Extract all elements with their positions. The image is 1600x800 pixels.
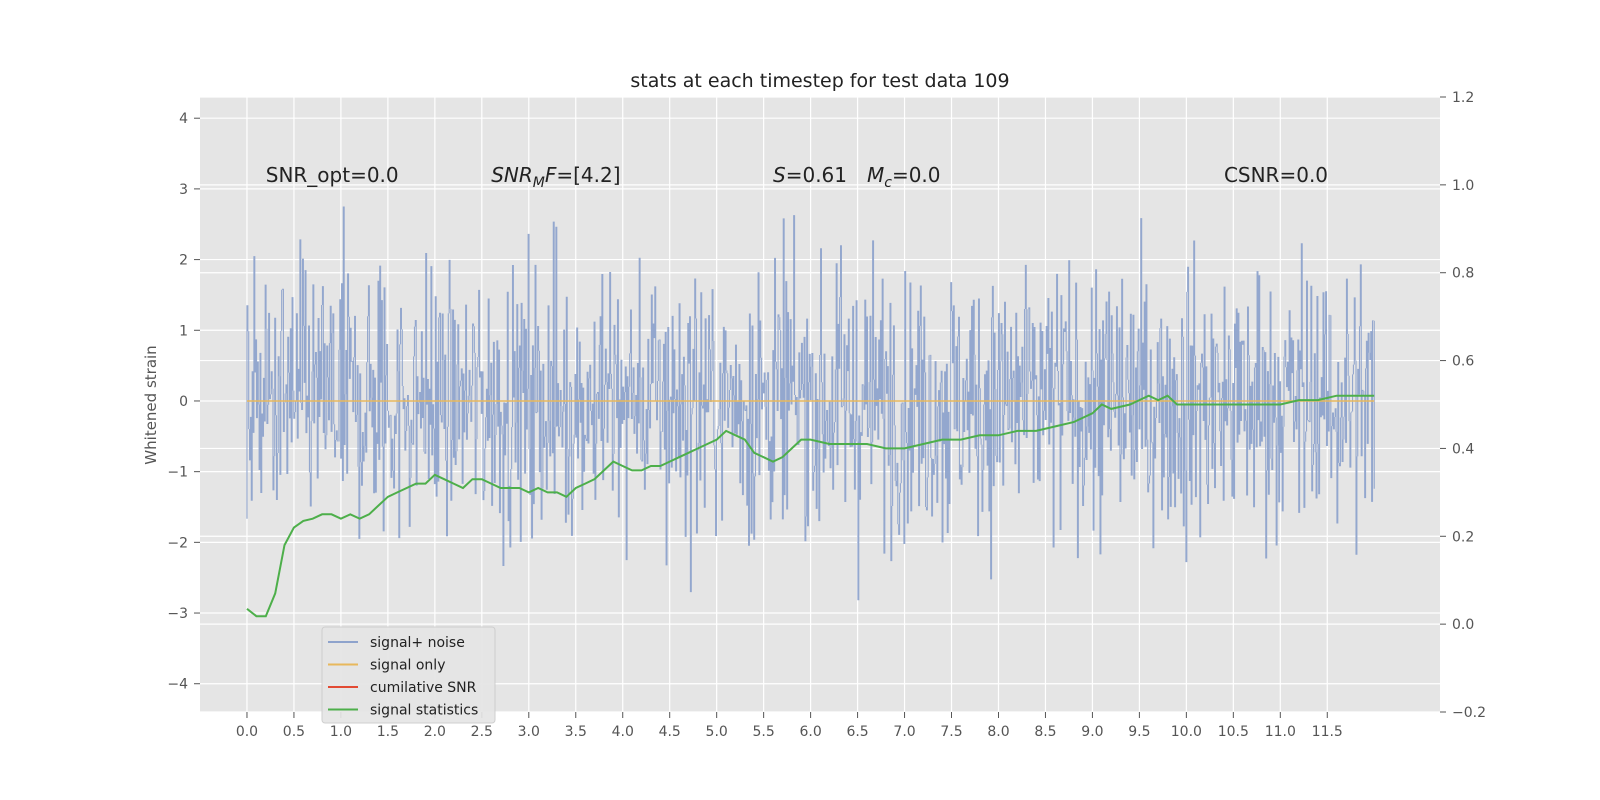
y2-tick-label: 0.8 (1452, 266, 1474, 282)
legend-label: signal only (370, 658, 445, 674)
x-tick-label: 4.5 (659, 724, 681, 740)
x-ticks: 0.0 0.5 1.0 1.5 2.0 2.5 3.0 3.5 4.0 4.5 5.0 5.5 6.0 6… (236, 712, 1343, 740)
x-tick-label: 1.0 (330, 724, 352, 740)
y-tick-label: −2 (167, 535, 188, 551)
legend-label: signal statistics (370, 703, 478, 719)
x-tick-label: 5.5 (753, 724, 775, 740)
y-tick-label: 4 (179, 111, 188, 127)
y-tick-label: −4 (167, 677, 188, 693)
signal-noise-trace (246, 206, 1375, 601)
x-tick-label: 8.0 (987, 724, 1009, 740)
x-tick-label: 0.0 (236, 724, 258, 740)
y2-tick-label: −0.2 (1452, 705, 1486, 721)
annotation-text: SNRMF=[4.2] (491, 163, 620, 191)
legend-label: cumilative SNR (370, 680, 477, 696)
legend-box (321, 626, 496, 724)
x-tick-label: 4.0 (612, 724, 634, 740)
x-tick-label: 3.5 (565, 724, 587, 740)
annotation-text: SNR_opt=0.0 (266, 163, 399, 187)
y2-tick-label: 0.6 (1452, 354, 1474, 370)
legend-label: signal+ noise (370, 635, 465, 651)
y2-tick-label: 0.4 (1452, 441, 1474, 457)
y2-tick-label: 0.2 (1452, 529, 1474, 545)
x-tick-label: 1.5 (377, 724, 399, 740)
x-tick-label: 9.5 (1128, 724, 1150, 740)
y2-ticks: 1.2 1.0 0.8 0.6 0.4 0.2 0.0 −0.2 (1440, 90, 1486, 721)
x-tick-label: 7.5 (940, 724, 962, 740)
chart-title: stats at each timestep for test data 109 (630, 70, 1009, 92)
y-tick-label: 1 (179, 323, 188, 339)
y-tick-label: −3 (167, 606, 188, 622)
x-tick-label: 2.0 (424, 724, 446, 740)
y-axis-label: Whitened strain (142, 345, 160, 464)
x-tick-label: 2.5 (471, 724, 493, 740)
annotations: SNR_opt=0.0 SNRMF=[4.2] S=0.61 Mc=0.0 CSNR=0… (266, 163, 1328, 191)
noise-series (246, 206, 1375, 601)
y-tick-label: 3 (179, 182, 188, 198)
x-tick-label: 0.5 (283, 724, 305, 740)
x-tick-label: 7.0 (893, 724, 915, 740)
x-tick-label: 3.0 (518, 724, 540, 740)
legend: signal+ noise signal only cumilative SNR si… (321, 626, 496, 724)
x-tick-label: 9.0 (1081, 724, 1103, 740)
y2-tick-label: 1.2 (1452, 90, 1474, 106)
x-tick-label: 6.0 (799, 724, 821, 740)
annotation-text: Mc=0.0 (867, 163, 941, 191)
y2-tick-label: 0.0 (1452, 617, 1474, 633)
x-tick-label: 11.0 (1265, 724, 1296, 740)
x-tick-label: 10.5 (1218, 724, 1249, 740)
x-tick-label: 6.5 (846, 724, 868, 740)
x-tick-label: 8.5 (1034, 724, 1056, 740)
y-ticks: 4 3 2 1 0 −1 −2 −3 −4 (167, 111, 200, 693)
x-tick-label: 10.0 (1171, 724, 1202, 740)
x-tick-label: 11.5 (1312, 724, 1343, 740)
annotation-text: CSNR=0.0 (1224, 163, 1328, 187)
y-tick-label: 2 (179, 253, 188, 269)
y2-tick-label: 1.0 (1452, 178, 1474, 194)
y-tick-label: −1 (167, 465, 188, 481)
x-tick-label: 5.0 (706, 724, 728, 740)
signal-statistics-line (246, 394, 1375, 618)
y-tick-label: 0 (179, 394, 188, 410)
annotation-text: S=0.61 (773, 163, 847, 187)
